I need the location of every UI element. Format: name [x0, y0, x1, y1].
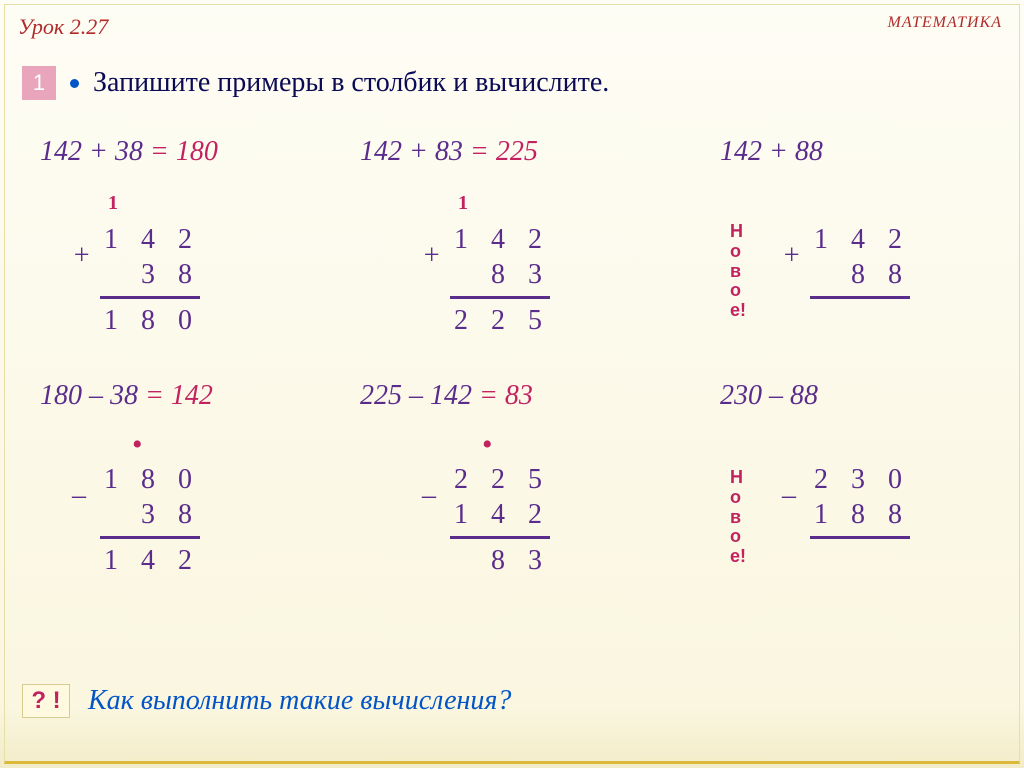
- plus-icon: +: [72, 240, 91, 272]
- addend-2: 8 3: [450, 257, 550, 292]
- addend-1: 1 4 2: [450, 222, 550, 257]
- col-sub-1: • – 1 8 0 3 8 1 4 2: [100, 462, 200, 578]
- rule-line: [450, 296, 550, 299]
- addend-1: 1 4 2: [810, 222, 910, 257]
- addend-2: 8 8: [810, 257, 910, 292]
- eq-answer: 142: [171, 380, 213, 411]
- bullet-icon: [70, 79, 79, 88]
- equation-a2: 142 + 83 = 225: [360, 136, 538, 168]
- equation-b3: 230 – 88: [720, 380, 818, 412]
- addend-1: 1 4 2: [100, 222, 200, 257]
- minuend: 1 8 0: [100, 462, 200, 497]
- sum: 1 8 0: [100, 303, 200, 338]
- task-text: Запишите примеры в столбик и вычислите.: [93, 67, 609, 99]
- question-text: Как выполнить такие вычисления?: [88, 685, 511, 717]
- sum: 2 2 5: [450, 303, 550, 338]
- eq-lhs: 225 – 142: [360, 380, 472, 411]
- subtrahend: 1 4 2: [450, 497, 550, 532]
- minus-icon: –: [422, 480, 436, 512]
- rule-line: [100, 536, 200, 539]
- novoe-label-1: Н о в о е!: [730, 222, 746, 321]
- lesson-label: Урок 2.27: [18, 14, 108, 40]
- eq-sign: =: [479, 380, 498, 411]
- rule-line: [810, 296, 910, 299]
- novoe-label-2: Н о в о е!: [730, 468, 746, 567]
- eq-answer: 83: [505, 380, 533, 411]
- rule-line: [450, 536, 550, 539]
- col-add-2: 1 + 1 4 2 8 3 2 2 5: [450, 222, 550, 338]
- question-badge: ? !: [22, 684, 70, 718]
- carry-digit: 1: [458, 192, 468, 215]
- subtrahend: 1 8 8: [810, 497, 910, 532]
- plus-icon: +: [782, 240, 801, 272]
- borrow-dot-icon: •: [482, 440, 493, 450]
- subtrahend: 3 8: [100, 497, 200, 532]
- minus-icon: –: [72, 480, 86, 512]
- task-number-badge: 1: [22, 66, 56, 100]
- rule-line: [810, 536, 910, 539]
- plus-icon: +: [422, 240, 441, 272]
- difference: 8 3: [450, 543, 550, 578]
- subject-label: МАТЕМАТИКА: [887, 14, 1002, 32]
- equation-b2: 225 – 142 = 83: [360, 380, 533, 412]
- minus-icon: –: [782, 480, 796, 512]
- difference: 1 4 2: [100, 543, 200, 578]
- equation-a3: 142 + 88: [720, 136, 823, 168]
- col-add-1: 1 + 1 4 2 3 8 1 8 0: [100, 222, 200, 338]
- equation-b1: 180 – 38 = 142: [40, 380, 213, 412]
- eq-sign: =: [145, 380, 164, 411]
- minuend: 2 2 5: [450, 462, 550, 497]
- question-line: ? ! Как выполнить такие вычисления?: [22, 684, 511, 718]
- rule-line: [100, 296, 200, 299]
- borrow-dot-icon: •: [132, 440, 143, 450]
- col-add-3: + 1 4 2 8 8: [810, 222, 910, 303]
- carry-digit: 1: [108, 192, 118, 215]
- eq-sign: =: [150, 136, 169, 167]
- equation-a1: 142 + 38 = 180: [40, 136, 218, 168]
- eq-sign: =: [470, 136, 489, 167]
- task-line: 1 Запишите примеры в столбик и вычислите…: [22, 66, 1002, 100]
- eq-answer: 225: [496, 136, 538, 167]
- eq-answer: 180: [176, 136, 218, 167]
- addend-2: 3 8: [100, 257, 200, 292]
- eq-lhs: 142 + 83: [360, 136, 463, 167]
- eq-lhs: 180 – 38: [40, 380, 138, 411]
- minuend: 2 3 0: [810, 462, 910, 497]
- col-sub-3: – 2 3 0 1 8 8: [810, 462, 910, 543]
- col-sub-2: • – 2 2 5 1 4 2 8 3: [450, 462, 550, 578]
- eq-lhs: 142 + 38: [40, 136, 143, 167]
